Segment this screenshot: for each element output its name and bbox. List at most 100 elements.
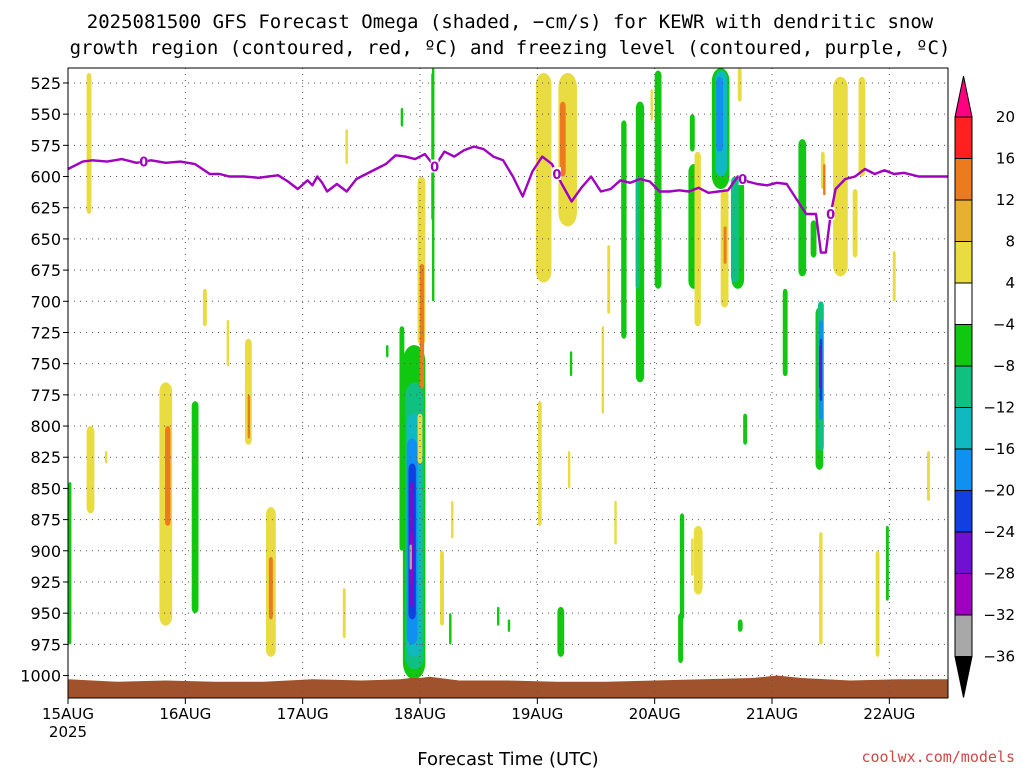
colorbar-label: −24 — [983, 523, 1015, 541]
omega-region — [607, 245, 611, 314]
x-tick-label: 21AUG — [746, 705, 798, 723]
omega-region — [819, 532, 823, 645]
omega-region — [737, 68, 742, 102]
y-tick-label: 625 — [30, 199, 61, 218]
colorbar-swatch — [954, 282, 973, 325]
omega-region — [432, 68, 435, 302]
omega-region — [86, 426, 95, 514]
freezing-label-bg — [139, 154, 148, 168]
omega-region — [419, 263, 425, 389]
omega-region — [601, 326, 605, 414]
omega-region — [730, 176, 739, 283]
omega-region — [716, 76, 724, 152]
omega-region — [614, 500, 617, 545]
omega-region — [694, 151, 701, 327]
freezing-label-bg — [738, 172, 747, 186]
colorbar-swatch — [954, 573, 973, 616]
y-tick-label: 700 — [30, 292, 61, 311]
colorbar-swatch — [954, 531, 973, 574]
omega-region — [926, 450, 930, 501]
omega-region — [852, 189, 858, 258]
freezing-label-bg — [826, 206, 835, 220]
omega-region — [885, 525, 889, 601]
chart-title-line-2: growth region (contoured, red, ºC) and f… — [70, 37, 951, 59]
y-tick-label: 975 — [30, 635, 61, 654]
omega-region — [244, 338, 252, 445]
colorbar-label: −32 — [983, 606, 1015, 624]
omega-region — [569, 351, 573, 377]
omega-region — [68, 482, 72, 645]
omega-region — [567, 450, 571, 489]
omega-region — [823, 164, 826, 196]
y-tick-label: 875 — [30, 511, 61, 530]
omega-region — [621, 120, 627, 339]
colorbar-label: 8 — [1005, 233, 1015, 251]
y-axis: 525 550 575 600 625 650 675 700 725 750 775 800 825 8… — [20, 74, 68, 686]
x-tick-label: 15AUG — [42, 705, 94, 723]
y-tick-label: 950 — [30, 604, 61, 623]
colorbar-bottom-arrow — [954, 656, 973, 698]
colorbar-label: −4 — [993, 316, 1015, 334]
colorbar-label: 4 — [1005, 274, 1015, 292]
omega-region — [693, 525, 703, 595]
y-tick-label: 900 — [30, 542, 61, 561]
freezing-level-contour: 0 0 0 0 0 — [67, 145, 948, 254]
y-tick-label: 650 — [30, 230, 61, 249]
freezing-label-bg — [430, 159, 439, 173]
omega-region — [535, 72, 552, 283]
colorbar-label: 16 — [996, 150, 1015, 168]
freezing-level-label: 0 — [430, 161, 439, 176]
y-tick-label: 1000 — [20, 667, 61, 686]
colorbar-label: −20 — [983, 482, 1015, 500]
omega-region — [559, 101, 566, 177]
omega-region — [892, 251, 896, 302]
omega-region — [810, 220, 817, 258]
omega-region — [247, 394, 251, 439]
colorbar-swatch — [954, 448, 973, 491]
omega-region — [858, 76, 866, 177]
colorbar-swatch — [954, 241, 973, 284]
colorbar-label: −8 — [993, 357, 1015, 375]
colorbar-label: −12 — [983, 399, 1015, 417]
colorbar-swatch — [954, 324, 973, 367]
omega-region — [440, 550, 444, 626]
omega-region — [191, 401, 199, 614]
y-tick-label: 725 — [30, 323, 61, 342]
colorbar-label: −28 — [983, 565, 1015, 583]
y-tick-label: 550 — [30, 105, 61, 124]
omega-region — [833, 76, 848, 277]
x-axis-label: Forecast Time (UTC) — [417, 749, 598, 768]
omega-region — [86, 72, 92, 214]
colorbar-swatch — [954, 365, 973, 408]
colorbar-swatch — [954, 116, 973, 159]
omega-region — [737, 619, 743, 632]
y-tick-label: 525 — [30, 74, 61, 93]
omega-region — [691, 538, 694, 576]
colorbar-swatch — [954, 490, 973, 533]
omega-region — [386, 344, 389, 358]
omega-region — [400, 107, 404, 127]
colorbar-swatch — [954, 614, 973, 657]
freezing-level-line — [67, 145, 948, 254]
omega-region — [819, 344, 822, 389]
colorbar-top-arrow — [954, 75, 973, 118]
y-tick-label: 750 — [30, 355, 61, 374]
omega-region — [507, 619, 511, 632]
omega-region — [345, 129, 348, 165]
omega-region — [557, 606, 565, 657]
omega-region — [497, 606, 500, 626]
omega-region — [743, 413, 748, 445]
omega-region — [650, 89, 653, 121]
ground-surface — [68, 675, 948, 698]
omega-region — [268, 557, 273, 620]
x-tick-label: 17AUG — [277, 705, 329, 723]
omega-region — [678, 613, 684, 664]
freezing-level-label: 0 — [826, 208, 835, 223]
freezing-label-bg — [552, 167, 561, 181]
omega-region — [165, 426, 171, 526]
chart-title-line-1: 2025081500 GFS Forecast Omega (shaded, −… — [87, 11, 934, 33]
colorbar-label: −36 — [983, 648, 1015, 666]
omega-shading — [68, 68, 930, 680]
